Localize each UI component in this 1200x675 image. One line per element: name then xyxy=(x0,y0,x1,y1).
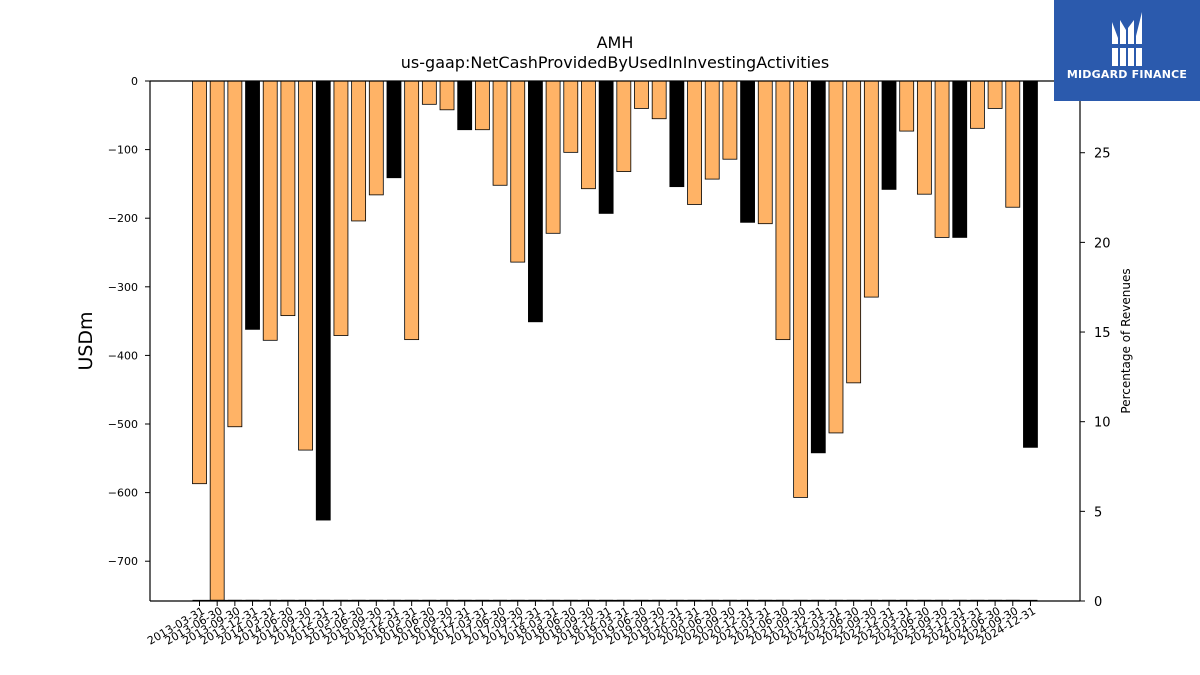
bar xyxy=(669,80,685,188)
bar xyxy=(563,80,579,153)
bar xyxy=(421,80,437,105)
bar xyxy=(828,80,844,434)
y-tick-label: −600 xyxy=(108,487,138,500)
bar xyxy=(952,80,968,238)
axes-group: 0−100−200−300−400−500−600−70005101520252… xyxy=(108,75,1111,648)
bar xyxy=(1023,80,1038,448)
bar xyxy=(192,80,207,485)
y2-tick-label: 5 xyxy=(1094,505,1102,520)
bar xyxy=(528,80,543,323)
bar xyxy=(616,80,632,172)
y2-tick-label: 20 xyxy=(1094,236,1111,251)
bar xyxy=(510,80,526,263)
bar xyxy=(775,80,791,341)
bar xyxy=(404,80,420,341)
chart-title: AMH xyxy=(597,33,634,52)
bar xyxy=(245,80,260,330)
bar xyxy=(634,80,649,109)
bar xyxy=(916,80,932,195)
y-axis-label: USDm xyxy=(75,311,97,370)
bar xyxy=(351,80,367,222)
bar xyxy=(333,80,349,336)
bar xyxy=(439,80,455,111)
bar xyxy=(280,80,296,317)
y2-tick-label: 15 xyxy=(1094,326,1111,341)
bar xyxy=(474,80,490,131)
bar xyxy=(863,80,879,298)
bar xyxy=(757,80,773,225)
bar xyxy=(846,80,862,384)
bar xyxy=(298,80,313,451)
bar xyxy=(386,80,402,179)
bar xyxy=(899,80,915,132)
bar xyxy=(209,80,225,602)
bar xyxy=(492,80,508,186)
brand-name: MIDGARD FINANCE xyxy=(1066,68,1188,81)
bar xyxy=(581,80,596,190)
bar xyxy=(970,80,985,129)
bar xyxy=(740,80,755,223)
bar xyxy=(457,80,473,131)
bars-group xyxy=(192,80,1038,602)
y2-axis-label: Percentage of Revenues xyxy=(1119,268,1133,413)
bar xyxy=(934,80,950,238)
y2-tick-label: 10 xyxy=(1094,416,1111,431)
y-tick-label: 0 xyxy=(131,75,138,88)
bar xyxy=(687,80,702,205)
bar xyxy=(227,80,243,428)
y2-tick-label: 0 xyxy=(1094,595,1102,610)
bar xyxy=(598,80,614,214)
bar xyxy=(793,80,809,498)
bar xyxy=(315,80,331,521)
bar xyxy=(722,80,738,160)
bar xyxy=(651,80,667,120)
y-tick-label: −700 xyxy=(108,555,138,568)
y-tick-label: −200 xyxy=(108,212,138,225)
bar xyxy=(810,80,826,454)
midgard-logo-icon xyxy=(1110,12,1144,66)
bar xyxy=(881,80,897,190)
bar xyxy=(704,80,720,180)
y2-tick-label: 25 xyxy=(1094,147,1111,162)
y-tick-label: −100 xyxy=(108,144,138,157)
bar xyxy=(987,80,1003,109)
bar xyxy=(262,80,278,341)
y-tick-label: −500 xyxy=(108,418,138,431)
bar xyxy=(368,80,384,196)
y-tick-label: −300 xyxy=(108,281,138,294)
bar xyxy=(1005,80,1021,208)
chart-subtitle: us-gaap:NetCashProvidedByUsedInInvesting… xyxy=(401,53,829,72)
y-tick-label: −400 xyxy=(108,349,138,362)
brand-logo: MIDGARD FINANCE xyxy=(1054,0,1200,101)
bar xyxy=(545,80,561,234)
